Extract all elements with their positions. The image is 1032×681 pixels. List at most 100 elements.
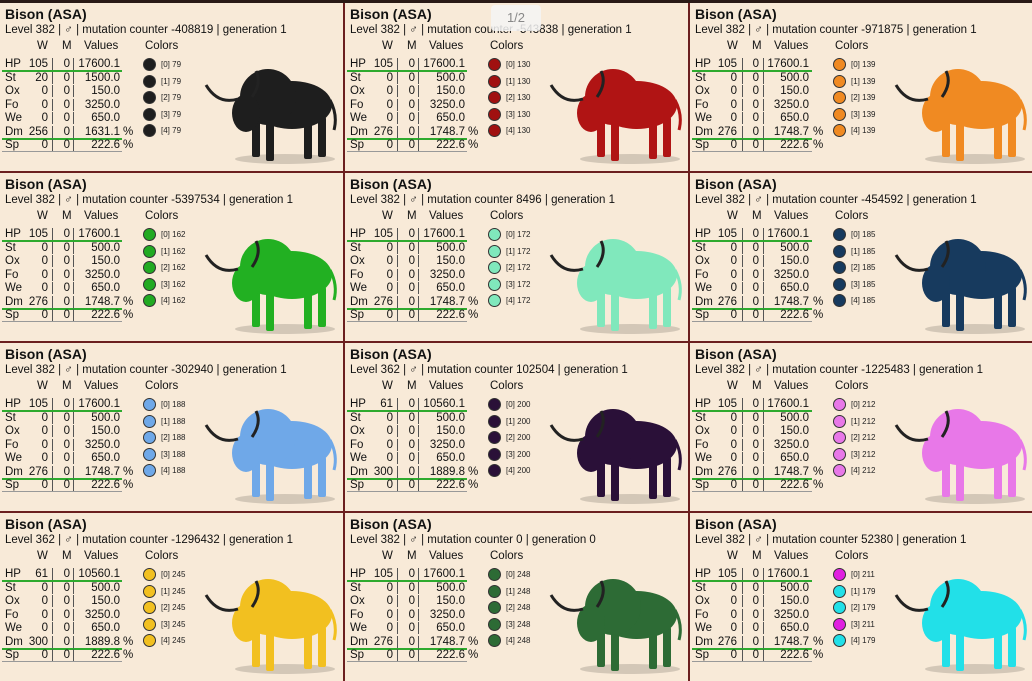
- col-sep: [763, 255, 764, 267]
- column-header: M: [62, 210, 72, 222]
- col-sep: [418, 125, 419, 138]
- stat-value: 1748.7: [84, 295, 120, 308]
- stat-name: HP: [695, 228, 711, 240]
- color-label: [0] 139: [851, 60, 876, 69]
- leg: [611, 631, 619, 671]
- col-sep: [742, 452, 743, 464]
- stat-name: HP: [5, 568, 21, 580]
- color-label: [2] 188: [161, 433, 186, 442]
- stat-m: 0: [408, 452, 415, 464]
- col-sep: [763, 295, 764, 308]
- color-swatch: [833, 447, 846, 461]
- color-swatch: [833, 584, 846, 598]
- col-sep: [397, 71, 398, 84]
- leg: [663, 117, 671, 157]
- stat-underline: [692, 240, 812, 242]
- color-swatch: [488, 294, 501, 307]
- stat-value: 500.0: [436, 241, 465, 254]
- stat-name: Sp: [350, 139, 365, 151]
- stat-underline: [692, 491, 812, 492]
- stat-name: We: [350, 622, 368, 634]
- stat-unit: %: [468, 125, 479, 138]
- stat-value: 650.0: [91, 112, 120, 124]
- color-label: [4] 79: [161, 126, 182, 135]
- stat-m: 0: [752, 282, 759, 294]
- stat-name: HP: [695, 58, 711, 70]
- card-title: Bison (ASA): [350, 516, 432, 532]
- stat-m: 0: [63, 425, 70, 437]
- stat-name: Ox: [695, 595, 710, 607]
- column-header: W: [382, 380, 393, 392]
- horn: [204, 424, 239, 442]
- col-sep: [418, 622, 419, 634]
- stat-m: 0: [752, 452, 759, 464]
- stat-m: 0: [408, 608, 415, 621]
- stat-name: Ox: [350, 425, 365, 437]
- color-label: [2] 79: [161, 93, 182, 102]
- card-info: Level 382 | ♂ | mutation counter 8496 | …: [350, 194, 616, 206]
- stat-name: We: [5, 622, 23, 634]
- stat-value: 650.0: [91, 622, 120, 634]
- stat-value: 3250.0: [773, 438, 809, 451]
- stat-w: 105: [28, 398, 48, 410]
- color-label: [1] 130: [506, 76, 531, 86]
- stat-name: HP: [350, 398, 366, 410]
- column-header: M: [62, 380, 72, 392]
- column-header: Colors: [145, 210, 179, 222]
- tail: [1018, 269, 1027, 301]
- color-swatch: [488, 107, 501, 121]
- page-indicator: 1/2: [491, 5, 541, 31]
- stat-name: HP: [5, 398, 21, 410]
- tail: [673, 439, 682, 471]
- color-label: [0] 200: [506, 400, 531, 409]
- col-sep: [418, 228, 419, 240]
- leg: [611, 121, 619, 161]
- horn: [894, 424, 929, 442]
- bison-card: Bison (ASA) Level 382 | ♂ | mutation coun…: [690, 343, 1032, 511]
- col-sep: [52, 452, 53, 464]
- leg: [649, 459, 657, 499]
- col-sep: [73, 228, 74, 240]
- color-label: [2] 139: [851, 93, 876, 102]
- stat-m: 0: [408, 139, 415, 151]
- stat-value: 222.6: [91, 649, 120, 661]
- head: [922, 434, 950, 472]
- stat-value: 650.0: [436, 112, 465, 124]
- column-header: W: [727, 40, 738, 52]
- col-sep: [763, 622, 764, 634]
- stat-m: 0: [63, 58, 70, 70]
- leg: [266, 121, 274, 161]
- bison-card: Bison (ASA) Level 382 | ♂ | mutation coun…: [0, 343, 343, 511]
- stat-w: 0: [386, 622, 393, 634]
- leg: [318, 457, 326, 497]
- card-grid: Bison (ASA) Level 382 | ♂ | mutation coun…: [0, 3, 1032, 681]
- stat-name: St: [5, 71, 16, 84]
- stat-w: 0: [41, 309, 48, 321]
- col-sep: [52, 568, 53, 580]
- color-label: [3] 185: [851, 279, 876, 289]
- color-label: [4] 139: [851, 126, 876, 135]
- col-sep: [742, 255, 743, 267]
- col-sep: [73, 581, 74, 594]
- card-info: Level 382 | ♂ | mutation counter 0 | gen…: [350, 534, 596, 546]
- col-sep: [73, 85, 74, 97]
- color-label: [1] 79: [161, 76, 182, 86]
- stat-value: 650.0: [436, 452, 465, 464]
- stat-name: HP: [350, 228, 366, 240]
- col-sep: [742, 622, 743, 634]
- horn: [549, 424, 584, 442]
- stat-value: 222.6: [436, 139, 465, 151]
- stat-m: 0: [63, 568, 70, 580]
- stat-name: Sp: [695, 309, 710, 321]
- col-sep: [742, 438, 743, 451]
- bison-image: [204, 579, 337, 674]
- color-label: [3] 245: [161, 619, 186, 629]
- card-title: Bison (ASA): [350, 346, 432, 362]
- card-info: Level 382 | ♂ | mutation counter -122548…: [695, 364, 984, 376]
- color-label: [2] 179: [851, 603, 876, 612]
- stat-w: 0: [730, 411, 737, 424]
- stat-w: 105: [373, 568, 393, 580]
- color-label: [0] 211: [851, 570, 875, 579]
- leg: [266, 291, 274, 331]
- stat-w: 0: [41, 595, 48, 607]
